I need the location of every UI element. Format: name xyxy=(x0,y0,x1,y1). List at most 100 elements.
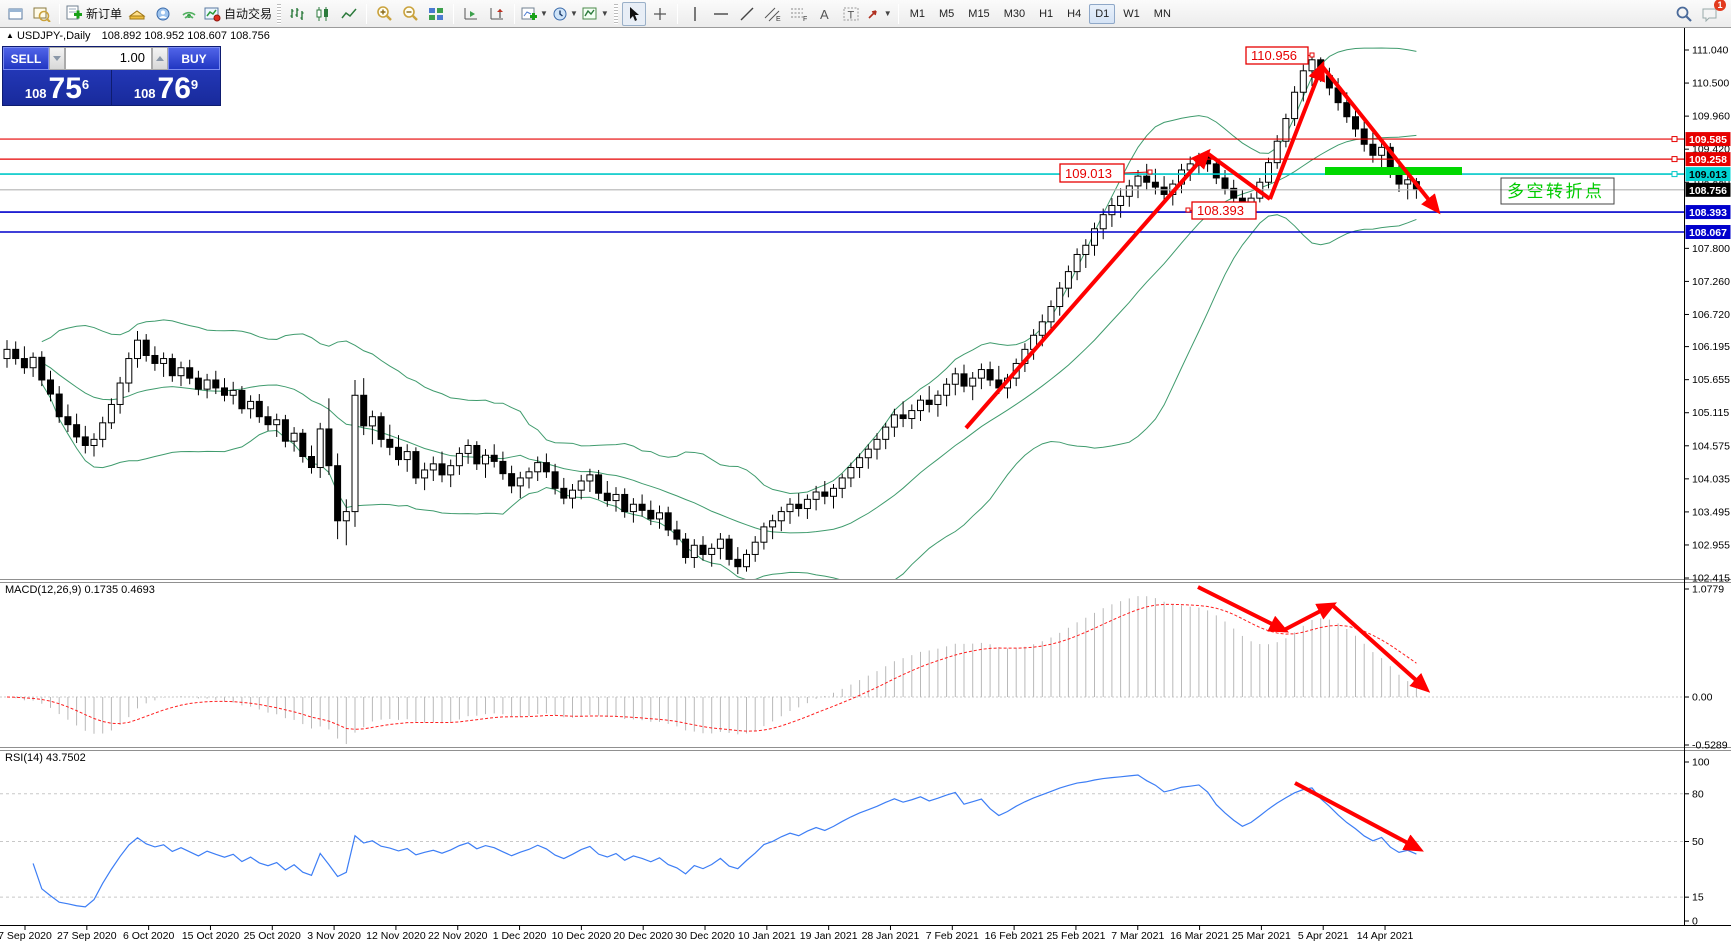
buy-price-big: 76 xyxy=(157,72,191,105)
notifications-icon[interactable]: 1 xyxy=(1698,0,1726,26)
bollinger-lower xyxy=(41,214,1417,579)
chart-shift-button[interactable] xyxy=(485,2,509,26)
price-axis[interactable]: 111.040110.500109.960109.420108.880107.8… xyxy=(1684,45,1731,928)
chart-symbol-period: USDJPY-,Daily xyxy=(16,30,91,42)
new-chart-button[interactable] xyxy=(4,2,28,26)
expert-advisors-icon[interactable] xyxy=(151,2,175,26)
svg-text:25 Feb 2021: 25 Feb 2021 xyxy=(1046,930,1105,941)
text-tool[interactable]: A xyxy=(813,2,837,26)
fibonacci-tool[interactable]: F xyxy=(787,2,811,26)
date-axis[interactable]: 7 Sep 2020 27 Sep 2020 6 Oct 2020 15 Oct 20… xyxy=(0,926,1414,941)
svg-text:22 Nov 2020: 22 Nov 2020 xyxy=(428,930,488,941)
dropdown-caret-icon: ▼ xyxy=(569,9,578,18)
macd-panel xyxy=(0,596,1684,745)
price-annotation-text: 109.013 xyxy=(1065,166,1112,181)
price-annotation-box[interactable] xyxy=(1245,46,1309,65)
trend-arrow[interactable] xyxy=(1320,64,1441,215)
text-label-tool[interactable]: T xyxy=(839,2,863,26)
price-annotation-box[interactable] xyxy=(1059,163,1125,183)
timeframe-D1[interactable]: D1 xyxy=(1089,3,1116,24)
line-chart-button[interactable] xyxy=(337,2,361,26)
tile-windows-button[interactable] xyxy=(424,2,448,26)
svg-text:108.756: 108.756 xyxy=(1689,185,1727,197)
timeframe-H4[interactable]: H4 xyxy=(1067,7,1082,20)
chart-profiles-button[interactable] xyxy=(30,2,54,26)
rsi-line xyxy=(32,774,1417,908)
horizontal-line-tool[interactable] xyxy=(709,2,733,26)
buy-button[interactable]: BUY xyxy=(168,47,220,70)
vertical-line-tool[interactable] xyxy=(683,2,707,26)
zoom-out-button[interactable] xyxy=(398,2,422,26)
bollinger-upper xyxy=(41,47,1417,494)
zoom-in-button[interactable] xyxy=(372,2,396,26)
trend-arrow[interactable] xyxy=(1268,60,1325,200)
volume-decrease-button[interactable] xyxy=(49,47,65,70)
timeframe-M1[interactable]: M1 xyxy=(909,7,925,20)
buy-price[interactable]: 108 76 9 xyxy=(112,70,220,105)
macd-indicator-label: MACD(12,26,9) 0.1735 0.4693 xyxy=(5,584,155,596)
chart-title: ▲ USDJPY-,Daily 108.892 108.952 108.607 … xyxy=(6,30,270,42)
templates-button[interactable]: ▼ xyxy=(581,2,610,26)
timeframe-W1[interactable]: W1 xyxy=(1123,7,1140,20)
signals-icon[interactable] xyxy=(177,2,201,26)
rsi-trend-arrow[interactable] xyxy=(1294,781,1424,852)
sell-button[interactable]: SELL xyxy=(3,47,49,70)
collapse-triangle-icon[interactable]: ▲ xyxy=(6,31,14,40)
timeframe-M5[interactable]: M5 xyxy=(939,7,955,20)
svg-text:106.720: 106.720 xyxy=(1692,309,1730,321)
svg-text:109.585: 109.585 xyxy=(1689,134,1727,146)
timeframe-H1[interactable]: H1 xyxy=(1039,7,1054,20)
price-chart-canvas[interactable]: 110.956 109.013 108.393 多空转折点 111.040 110.500… xyxy=(0,28,1731,941)
auto-scroll-button[interactable] xyxy=(459,2,483,26)
svg-text:16 Feb 2021: 16 Feb 2021 xyxy=(985,930,1044,941)
periods-button[interactable]: ▼ xyxy=(551,2,579,26)
new-order-label: 新订单 xyxy=(86,7,123,21)
toolbar-separator xyxy=(366,3,368,24)
buy-price-prefix: 108 xyxy=(133,86,156,101)
svg-text:12 Nov 2020: 12 Nov 2020 xyxy=(366,930,426,941)
volume-input[interactable]: 1.00 xyxy=(65,47,152,70)
macd-trend-arrow[interactable] xyxy=(1283,602,1337,632)
sell-price-big: 75 xyxy=(48,72,82,105)
text-annotation-box[interactable] xyxy=(1500,177,1615,205)
crosshair-tool-button[interactable] xyxy=(648,2,672,26)
volume-increase-button[interactable] xyxy=(152,47,168,70)
price-tag xyxy=(1685,152,1731,167)
toolbar-grip xyxy=(277,3,282,24)
svg-text:106.195: 106.195 xyxy=(1692,341,1730,353)
indicators-button[interactable]: ▼ xyxy=(520,2,549,26)
svg-text:108.067: 108.067 xyxy=(1689,227,1727,239)
timeframe-M30[interactable]: M30 xyxy=(1003,7,1026,20)
toolbar-separator xyxy=(453,3,455,24)
svg-text:F: F xyxy=(803,16,807,22)
timeframe-MN[interactable]: MN xyxy=(1153,7,1171,20)
cursor-tool-button[interactable] xyxy=(621,1,646,26)
arrows-tool[interactable]: ▼ xyxy=(865,2,893,26)
svg-text:7 Sep 2020: 7 Sep 2020 xyxy=(0,930,52,941)
trend-arrow[interactable] xyxy=(1205,151,1272,201)
svg-text:3 Nov 2020: 3 Nov 2020 xyxy=(307,930,361,941)
svg-text:102.415: 102.415 xyxy=(1692,573,1730,585)
search-icon[interactable] xyxy=(1672,2,1696,26)
market-watch-icon[interactable] xyxy=(125,2,149,26)
svg-text:103.495: 103.495 xyxy=(1692,506,1730,518)
horizontal-lines[interactable] xyxy=(0,136,1684,233)
timeframe-M15[interactable]: M15 xyxy=(968,7,990,20)
chart-ohlc-values: 108.892 108.952 108.607 108.756 xyxy=(101,30,270,42)
price-annotation-box[interactable] xyxy=(1191,201,1257,220)
equidistant-channel-tool[interactable]: E xyxy=(761,2,785,26)
trendline-tool[interactable] xyxy=(735,2,759,26)
candlestick-chart-button[interactable] xyxy=(311,2,335,26)
trend-arrow[interactable] xyxy=(964,148,1211,430)
svg-text:0.00: 0.00 xyxy=(1692,692,1713,704)
sell-price[interactable]: 108 75 6 xyxy=(3,70,112,105)
svg-text:80: 80 xyxy=(1692,788,1704,800)
bar-chart-button[interactable] xyxy=(285,2,309,26)
svg-text:T: T xyxy=(847,9,854,21)
new-order-button[interactable]: 新订单 xyxy=(65,2,123,26)
annotations[interactable]: 110.956 109.013 108.393 多空转折点 xyxy=(964,46,1615,852)
svg-text:20 Dec 2020: 20 Dec 2020 xyxy=(613,930,673,941)
autotrading-button[interactable]: 自动交易 xyxy=(203,2,273,26)
macd-trend-arrow[interactable] xyxy=(1197,585,1290,633)
macd-trend-arrow[interactable] xyxy=(1330,603,1431,693)
